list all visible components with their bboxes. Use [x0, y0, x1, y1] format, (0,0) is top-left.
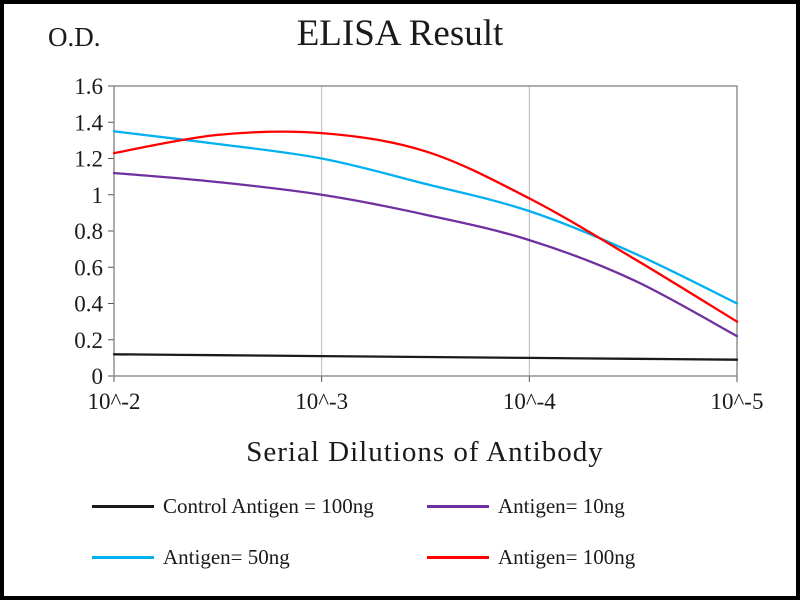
series-line-control-antigen-100ng: [112, 353, 739, 361]
y-axis-title: O.D.: [48, 22, 101, 52]
x-axis-title: Serial Dilutions of Antibody: [246, 436, 604, 468]
y-tick-label: 0.4: [74, 292, 103, 317]
legend-label: Control Antigen = 100ng: [163, 494, 374, 518]
plot-border: [113, 85, 738, 377]
legend-line-swatch: [92, 505, 154, 508]
series-line-antigen-10ng: [112, 171, 739, 338]
legend-label: Antigen= 10ng: [498, 494, 625, 518]
legend-item: Antigen= 10ng: [427, 494, 752, 519]
legend-item: Antigen= 100ng: [427, 545, 752, 570]
legend-line-swatch: [427, 505, 489, 508]
x-tick-label: 10^-5: [711, 389, 764, 414]
y-tick-label: 1.4: [74, 110, 103, 135]
legend-item: Control Antigen = 100ng: [92, 494, 427, 519]
chart-title: ELISA Result: [296, 13, 504, 54]
series-line-antigen-50ng: [112, 130, 739, 305]
legend-item: Antigen= 50ng: [92, 545, 427, 570]
y-tick-label: 1.6: [74, 74, 103, 99]
elisa-line-chart: 10^-2 10^-3 10^-4 10^-5 0 0.2 0.4 0.6 0.8 1 1.2 1.4…: [74, 74, 764, 414]
legend-line-swatch: [427, 556, 489, 559]
chart-legend: Control Antigen = 100ng Antigen= 10ng Anti…: [92, 494, 752, 570]
series-line-antigen-100ng: [112, 130, 739, 323]
y-tick-label: 0.2: [74, 328, 103, 353]
y-tick-label: 0: [92, 364, 104, 389]
x-tick-label: 10^-2: [88, 389, 141, 414]
x-tick-label: 10^-4: [503, 389, 556, 414]
y-tick-label: 1: [92, 183, 104, 208]
y-tick-label: 1.2: [74, 147, 103, 172]
legend-label: Antigen= 100ng: [498, 545, 636, 569]
y-tick-label: 0.8: [74, 219, 103, 244]
legend-line-swatch: [92, 556, 154, 559]
legend-label: Antigen= 50ng: [163, 545, 290, 569]
y-tick-label: 0.6: [74, 255, 103, 280]
x-tick-label: 10^-3: [295, 389, 348, 414]
